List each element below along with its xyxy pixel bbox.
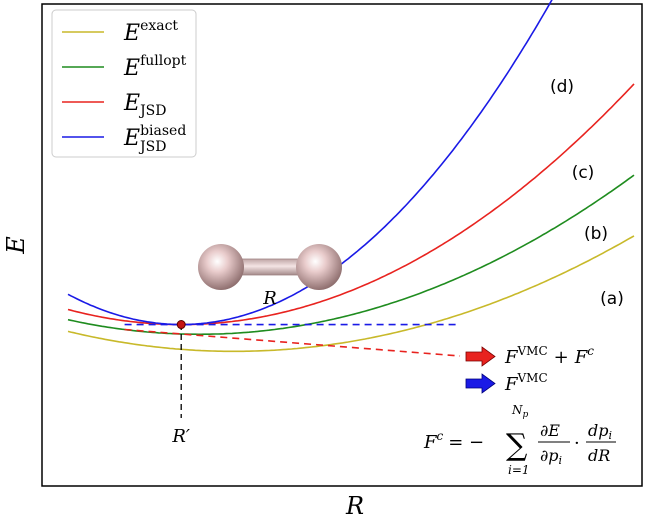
force-vmc-label: FVMC [504,371,548,395]
svg-text:Fc= −: Fc = − [423,429,484,453]
curve-label-4: (d) [550,77,574,97]
legend-entry-3: EJSD [123,91,167,119]
plot-frame [41,3,643,487]
svg-text:∂E: ∂E [540,421,560,440]
y-axis-label: E [2,236,30,255]
legend: Eexact Efullopt EJSD Ebiased JSD [51,9,197,158]
curve-label-2: (b) [584,224,608,244]
r-prime-label: R′ [171,426,190,447]
molecule-bond-label: R [262,288,277,309]
legend-entry-1: Eexact [123,18,178,46]
force-vmc-plus-fc-label: FVMC + Fc [504,344,594,368]
svg-text:∂pi: ∂pi [540,446,562,467]
series-line-1 [67,235,635,353]
svg-text:∑: ∑ [506,428,528,463]
x-axis-label: R [345,492,364,520]
curve-label-1: (a) [600,289,624,309]
molecule-icon [198,244,342,290]
legend-entry-2: Efullopt [123,53,187,81]
svg-text:Np: Np [511,403,529,420]
force-vmc-plus-fc-tangent [124,328,461,357]
force-correction-formula: Fc = − ∑ Np i=1 ∂E ∂pi · dpi dR [423,403,616,477]
legend-entry-4: Ebiased JSD [123,123,186,155]
curve-label-3: (c) [572,163,595,183]
series-line-2 [67,174,635,336]
minimum-point [176,320,186,330]
blue-arrow-icon [465,373,496,394]
red-arrow-icon [465,346,496,367]
svg-text:i=1: i=1 [508,463,530,477]
svg-text:·: · [574,433,580,454]
svg-text:dR: dR [588,446,610,465]
series-line-4 [67,0,553,326]
svg-text:dpi: dpi [588,421,612,442]
